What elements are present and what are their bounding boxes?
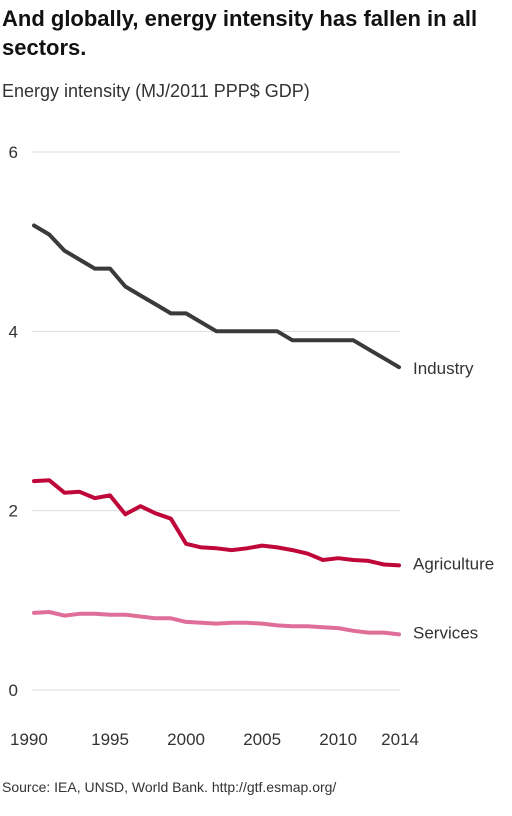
series-label-agriculture: Agriculture — [413, 554, 494, 573]
x-tick-label: 2014 — [381, 730, 419, 749]
series-line-services — [34, 612, 399, 634]
y-tick-label: 6 — [9, 143, 18, 162]
y-tick-labels: 0 2 4 6 — [9, 143, 18, 700]
y-tick-label: 4 — [9, 322, 18, 341]
series-line-agriculture — [34, 480, 399, 565]
x-tick-label: 2000 — [167, 730, 205, 749]
x-tick-label: 1995 — [91, 730, 129, 749]
gridlines — [32, 152, 400, 690]
series-lines — [34, 226, 399, 635]
y-tick-label: 2 — [9, 502, 18, 521]
x-tick-label: 2010 — [319, 730, 357, 749]
series-label-services: Services — [413, 623, 478, 642]
series-line-industry — [34, 226, 399, 368]
x-tick-label: 2005 — [243, 730, 281, 749]
x-tick-labels: 1990 1995 2000 2005 2010 2014 — [10, 730, 419, 749]
y-tick-label: 0 — [9, 681, 18, 700]
x-tick-label: 1990 — [10, 730, 48, 749]
series-labels: Industry Agriculture Services — [413, 359, 494, 642]
series-label-industry: Industry — [413, 359, 474, 378]
source-note: Source: IEA, UNSD, World Bank. http://gt… — [2, 778, 336, 796]
